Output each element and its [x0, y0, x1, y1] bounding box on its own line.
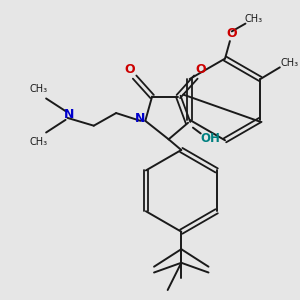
Text: CH₃: CH₃: [280, 58, 298, 68]
Text: OH: OH: [200, 132, 220, 145]
Text: O: O: [124, 63, 135, 76]
Text: N: N: [135, 112, 146, 125]
Text: CH₃: CH₃: [29, 84, 47, 94]
Text: O: O: [226, 27, 237, 40]
Text: O: O: [195, 63, 206, 76]
Text: CH₃: CH₃: [29, 137, 47, 147]
Text: CH₃: CH₃: [244, 14, 262, 24]
Text: N: N: [64, 109, 75, 122]
